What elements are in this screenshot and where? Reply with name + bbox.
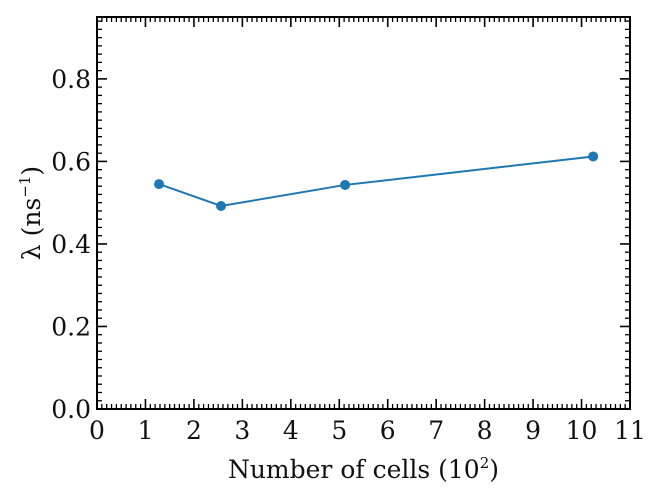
- x-axis-label-end: ): [489, 455, 499, 484]
- x-tick-label: 0: [89, 416, 105, 445]
- y-tick-label: 0.0: [51, 395, 91, 424]
- x-tick-label: 9: [525, 416, 541, 445]
- x-tick-label: 4: [283, 416, 299, 445]
- y-axis-label: λ (ns−1): [16, 166, 46, 260]
- x-axis-label-main: Number of cells (10: [228, 455, 480, 484]
- data-point: [588, 151, 599, 162]
- data-point: [154, 179, 165, 190]
- y-axis-label-main: λ (ns: [17, 198, 46, 260]
- x-tick-label: 7: [428, 416, 444, 445]
- x-tick-label: 11: [614, 416, 646, 445]
- y-axis-label-sup: −1: [16, 176, 34, 198]
- x-tick-label: 6: [380, 416, 396, 445]
- y-axis-label-end: ): [17, 166, 46, 176]
- y-tick-label: 0.4: [51, 230, 91, 259]
- series-layer: [154, 151, 599, 211]
- series-line: [158, 155, 594, 208]
- x-tick-label: 1: [138, 416, 154, 445]
- x-tick-label: 3: [234, 416, 250, 445]
- data-point: [216, 200, 227, 211]
- y-tick-label: 0.6: [51, 147, 91, 176]
- plot-frame: [96, 16, 631, 410]
- x-tick-label: 2: [186, 416, 202, 445]
- data-point: [340, 179, 351, 190]
- x-tick-label: 5: [331, 416, 347, 445]
- x-axis-label: Number of cells (102): [228, 454, 499, 484]
- y-tick-label: 0.8: [51, 65, 91, 94]
- minor-ticks: [97, 17, 630, 409]
- major-ticks: [96, 17, 631, 410]
- tick-labels: 0 1 2 3 4 5 6 7 8 9 10 11 0.0 0.2 0.4 0.6 0.8: [51, 65, 646, 445]
- x-tick-label: 8: [477, 416, 493, 445]
- y-tick-label: 0.2: [51, 312, 91, 341]
- x-tick-label: 10: [566, 416, 598, 445]
- x-axis-label-sup: 2: [480, 454, 490, 472]
